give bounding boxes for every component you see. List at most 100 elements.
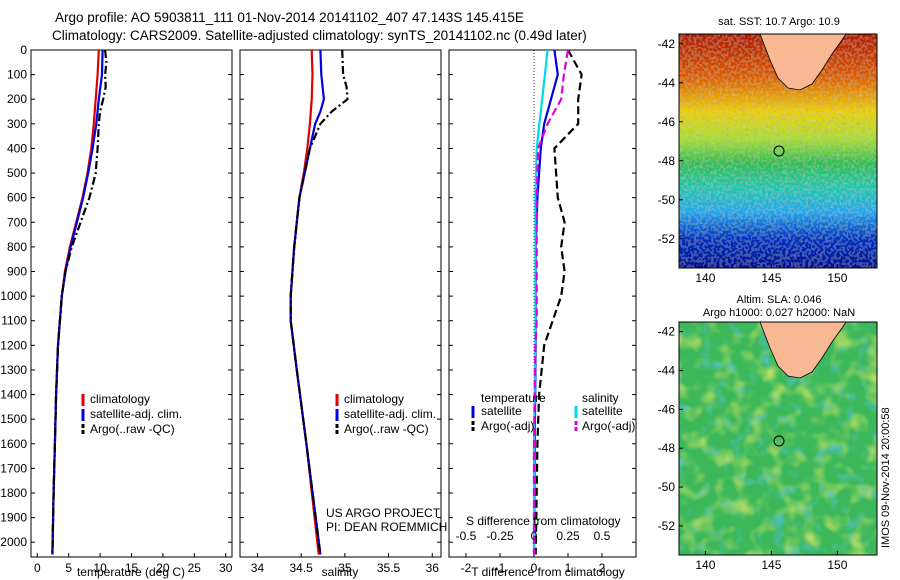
- legend-s-argo-label: Argo(-adj): [582, 419, 635, 433]
- series-line-argo-raw-qc-: [289, 50, 349, 555]
- ytick-label: 500: [7, 166, 27, 180]
- difference-panel: -2 -1 0 1 2 S difference from climatology -0…: [448, 49, 637, 579]
- map-xtick-label: 140: [695, 558, 715, 572]
- ytick-label: 0: [20, 43, 27, 57]
- legend-satellite-label: satellite-adj. clim.: [90, 407, 182, 421]
- xtick-label: 35: [338, 561, 352, 575]
- xtick-label: 10: [93, 561, 107, 575]
- figure-title-line2: Climatology: CARS2009. Satellite-adjuste…: [52, 28, 587, 43]
- ytick-label: 400: [7, 141, 27, 155]
- xtick-label: 0: [531, 561, 538, 575]
- map-xtick-label: 140: [695, 271, 715, 285]
- xtick-label: 15: [125, 561, 139, 575]
- ytick-label: 1800: [0, 486, 27, 500]
- temperature-legend: climatology satellite-adj. clim. Argo(..…: [81, 392, 182, 436]
- sla-map-panel: Altim. SLA: 0.046 Argo h1000: 0.027 h200…: [658, 294, 878, 572]
- timestamp: IMOS 09-Nov-2014 20:00:58: [880, 407, 892, 548]
- project-line1: US ARGO PROJECT: [326, 506, 441, 520]
- temperature-axes-box: [30, 49, 233, 558]
- tasmania-land: [759, 322, 847, 379]
- xtick2-label: 0.5: [594, 529, 611, 543]
- xtick-label: -1: [495, 561, 506, 575]
- xtick-label: 5: [65, 561, 72, 575]
- sla-map-box: [678, 321, 878, 556]
- map-ytick-label: -42: [658, 325, 676, 339]
- ytick-label: 1400: [0, 388, 27, 402]
- difference-xlabel: T difference from climatology: [471, 565, 625, 579]
- map-ytick-label: -50: [658, 193, 676, 207]
- map-ytick-label: -52: [658, 519, 676, 533]
- temperature-panel: 0100200300400500600700800900100011001200…: [0, 43, 232, 579]
- ytick-label: 1700: [0, 461, 27, 475]
- xtick-label: 1: [565, 561, 572, 575]
- legend-t-argo-label: Argo(-adj): [481, 419, 534, 433]
- salinity-xlabel: salinity: [322, 565, 359, 579]
- ytick-label: 1100: [1, 314, 27, 328]
- ytick-label: 1200: [0, 338, 27, 352]
- ytick-label: 1500: [0, 412, 27, 426]
- map-xtick-label: 145: [761, 558, 781, 572]
- difference-legend: temperature salinity satellite Argo(-adj…: [471, 391, 635, 433]
- xtick2-label: -0.25: [486, 529, 514, 543]
- xtick2-label: -0.5: [456, 529, 477, 543]
- xtick-label: 35.5: [377, 561, 401, 575]
- tasmania-land: [759, 34, 847, 91]
- ytick-label: 1600: [0, 437, 27, 451]
- legend-climatology-label: climatology: [344, 392, 404, 406]
- figure-title-line1: Argo profile: AO 5903811_111 01-Nov-2014…: [55, 10, 524, 25]
- sst-map-box: [678, 33, 878, 269]
- ytick-label: 300: [7, 117, 27, 131]
- legend-t-satellite-label: satellite: [481, 404, 522, 418]
- salinity-legend: climatology satellite-adj. clim. Argo(..…: [335, 392, 436, 436]
- xtick-label: 0: [34, 561, 41, 575]
- map-ytick-label: -52: [658, 232, 676, 246]
- map-xtick-label: 150: [827, 271, 847, 285]
- profile-location-marker: [773, 435, 785, 447]
- series-line-salinity-argo-adj-: [532, 50, 570, 555]
- map-xtick-label: 150: [827, 558, 847, 572]
- s-diff-label: S difference from climatology: [466, 514, 621, 528]
- map-ytick-label: -42: [658, 37, 676, 51]
- sla-map-title1: Altim. SLA: 0.046: [737, 294, 822, 306]
- xtick2-label: 0.25: [556, 529, 580, 543]
- map-ytick-label: -44: [658, 364, 676, 378]
- ytick-label: 800: [7, 240, 27, 254]
- legend-heading-temperature: temperature: [481, 391, 546, 405]
- legend-s-satellite-label: satellite: [582, 404, 623, 418]
- sla-map-title2: Argo h1000: 0.027 h2000: NaN: [703, 307, 855, 319]
- profile-location-marker: [773, 145, 785, 157]
- ytick-label: 700: [7, 215, 27, 229]
- ytick-label: 900: [7, 265, 27, 279]
- ytick-label: 600: [7, 191, 27, 205]
- series-line-temperature-argo-adj-: [534, 50, 583, 555]
- temperature-xlabel: temperature (deg C): [77, 565, 185, 579]
- xtick-label: 34: [251, 561, 265, 575]
- map-ytick-label: -48: [658, 154, 676, 168]
- map-ytick-label: -44: [658, 76, 676, 90]
- legend-argo-label: Argo(..raw -QC): [90, 422, 175, 436]
- series-line-argo-raw-qc-: [51, 50, 108, 555]
- ytick-label: 100: [7, 68, 27, 82]
- xtick-label: 34.5: [289, 561, 313, 575]
- xtick-label: 20: [156, 561, 170, 575]
- xtick-label: 30: [219, 561, 233, 575]
- xtick-label: 36: [426, 561, 440, 575]
- legend-climatology-label: climatology: [90, 392, 150, 406]
- ytick-label: 2000: [0, 535, 27, 549]
- project-line2: PI: DEAN ROEMMICH: [326, 520, 447, 534]
- xtick2-label: 0: [531, 529, 538, 543]
- sst-map-title: sat. SST: 10.7 Argo: 10.9: [718, 16, 840, 28]
- legend-satellite-label: satellite-adj. clim.: [344, 407, 436, 421]
- xtick-label: -2: [461, 561, 472, 575]
- series-line-salinity-satellite: [532, 50, 549, 555]
- ytick-label: 200: [7, 92, 27, 106]
- difference-axes-box: [448, 49, 637, 558]
- map-ytick-label: -50: [658, 480, 676, 494]
- ytick-label: 1300: [0, 363, 27, 377]
- xtick-label: 2: [599, 561, 606, 575]
- map-ytick-label: -46: [658, 402, 676, 416]
- xtick-label: 25: [188, 561, 202, 575]
- sst-map-panel: sat. SST: 10.7 Argo: 10.9 140 145 150 -42 -4…: [658, 16, 878, 285]
- map-xtick-label: 145: [761, 271, 781, 285]
